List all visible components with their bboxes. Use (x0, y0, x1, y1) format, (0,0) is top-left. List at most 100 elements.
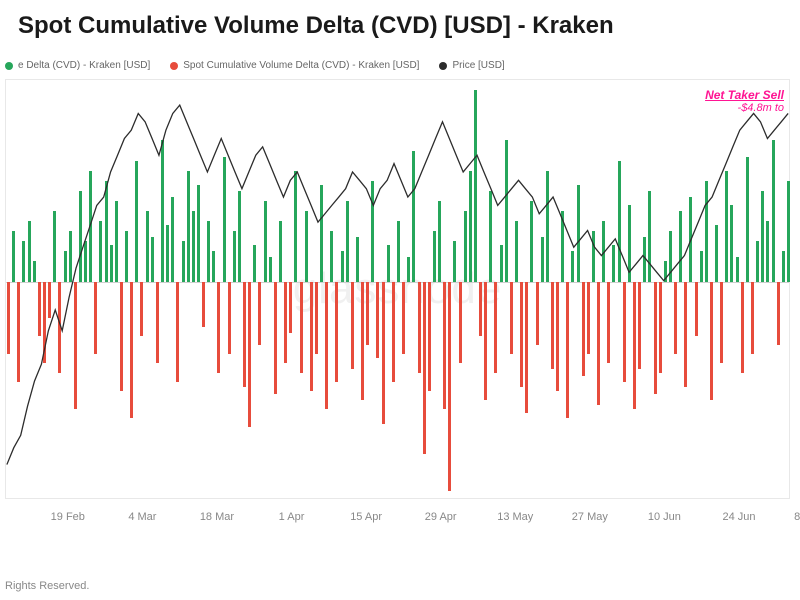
volume-bar (171, 197, 174, 282)
legend-swatch-price (439, 62, 447, 70)
volume-bar (223, 157, 226, 282)
volume-bar (341, 251, 344, 281)
volume-bar (448, 282, 451, 491)
volume-bar (756, 241, 759, 281)
legend-swatch-negative (170, 62, 178, 70)
volume-bar (571, 251, 574, 281)
volume-bar (64, 251, 67, 281)
volume-bar (253, 245, 256, 281)
volume-bar (720, 282, 723, 364)
x-axis-tick: 18 Mar (200, 511, 234, 523)
volume-bar (248, 282, 251, 428)
volume-bar (536, 282, 539, 346)
volume-bar (305, 211, 308, 282)
volume-bar (566, 282, 569, 419)
volume-bar (607, 282, 610, 364)
volume-bar (402, 282, 405, 355)
volume-bar (120, 282, 123, 391)
price-line (6, 80, 789, 498)
volume-bar (228, 282, 231, 355)
volume-bar (151, 237, 154, 281)
volume-bar (561, 211, 564, 282)
volume-bar (623, 282, 626, 382)
volume-bar (371, 181, 374, 282)
volume-bar (761, 191, 764, 282)
volume-bar (684, 282, 687, 388)
x-axis-tick: 19 Feb (51, 511, 85, 523)
volume-bar (69, 231, 72, 281)
volume-bar (612, 245, 615, 281)
volume-bar (464, 211, 467, 282)
volume-bar (628, 205, 631, 282)
volume-bar (192, 211, 195, 282)
volume-bar (279, 221, 282, 281)
volume-bar (197, 185, 200, 282)
legend-label: e Delta (CVD) - Kraken [USD] (18, 60, 150, 71)
volume-bar (376, 282, 379, 358)
volume-bar (315, 282, 318, 355)
volume-bar (418, 282, 421, 373)
legend: e Delta (CVD) - Kraken [USD] Spot Cumula… (0, 60, 800, 71)
volume-bar (258, 282, 261, 346)
volume-bar (592, 231, 595, 281)
volume-bar (725, 171, 728, 282)
volume-bar (125, 231, 128, 281)
volume-bar (325, 282, 328, 409)
volume-bar (741, 282, 744, 373)
x-axis: 19 Feb4 Mar18 Mar1 Apr15 Apr29 Apr13 May… (5, 511, 790, 531)
volume-bar (643, 237, 646, 281)
volume-bar (135, 161, 138, 282)
volume-bar (284, 282, 287, 364)
annotation: Net Taker Sell -$4.8m to (705, 88, 784, 114)
legend-label: Spot Cumulative Volume Delta (CVD) - Kra… (183, 60, 419, 71)
volume-bar (58, 282, 61, 373)
legend-item-negative: Spot Cumulative Volume Delta (CVD) - Kra… (170, 60, 419, 71)
volume-bar (602, 221, 605, 281)
x-axis-tick: 13 May (497, 511, 533, 523)
volume-bar (28, 221, 31, 281)
volume-bar (510, 282, 513, 355)
volume-bar (515, 221, 518, 281)
volume-bar (74, 282, 77, 409)
volume-bar (669, 231, 672, 281)
volume-bar (207, 221, 210, 281)
volume-bar (356, 237, 359, 281)
volume-bar (89, 171, 92, 282)
volume-bar (130, 282, 133, 419)
volume-bar (346, 201, 349, 282)
volume-bar (751, 282, 754, 355)
volume-bar (597, 282, 600, 406)
volume-bar (43, 282, 46, 364)
volume-bar (772, 140, 775, 281)
volume-bar (33, 261, 36, 281)
volume-bar (705, 181, 708, 282)
volume-bar (99, 221, 102, 281)
volume-bar (648, 191, 651, 282)
volume-bar (330, 231, 333, 281)
volume-bar (274, 282, 277, 395)
volume-bar (84, 241, 87, 281)
footer-text: Rights Reserved. (5, 580, 89, 592)
volume-bar (541, 237, 544, 281)
x-axis-tick: 1 Apr (279, 511, 305, 523)
volume-bar (53, 211, 56, 282)
volume-bar (387, 245, 390, 281)
volume-bar (433, 231, 436, 281)
volume-bar (654, 282, 657, 395)
volume-bar (115, 201, 118, 282)
legend-label: Price [USD] (452, 60, 504, 71)
volume-bar (161, 140, 164, 281)
volume-bar (428, 282, 431, 391)
x-axis-tick: 29 Apr (425, 511, 457, 523)
volume-bar (730, 205, 733, 282)
volume-bar (633, 282, 636, 409)
x-axis-tick: 15 Apr (350, 511, 382, 523)
volume-bar (500, 245, 503, 281)
x-axis-tick: 10 Jun (648, 511, 681, 523)
volume-bar (715, 225, 718, 281)
volume-bar (335, 282, 338, 382)
volume-bar (700, 251, 703, 281)
volume-bar (479, 282, 482, 337)
volume-bar (494, 282, 497, 373)
volume-bar (659, 282, 662, 373)
